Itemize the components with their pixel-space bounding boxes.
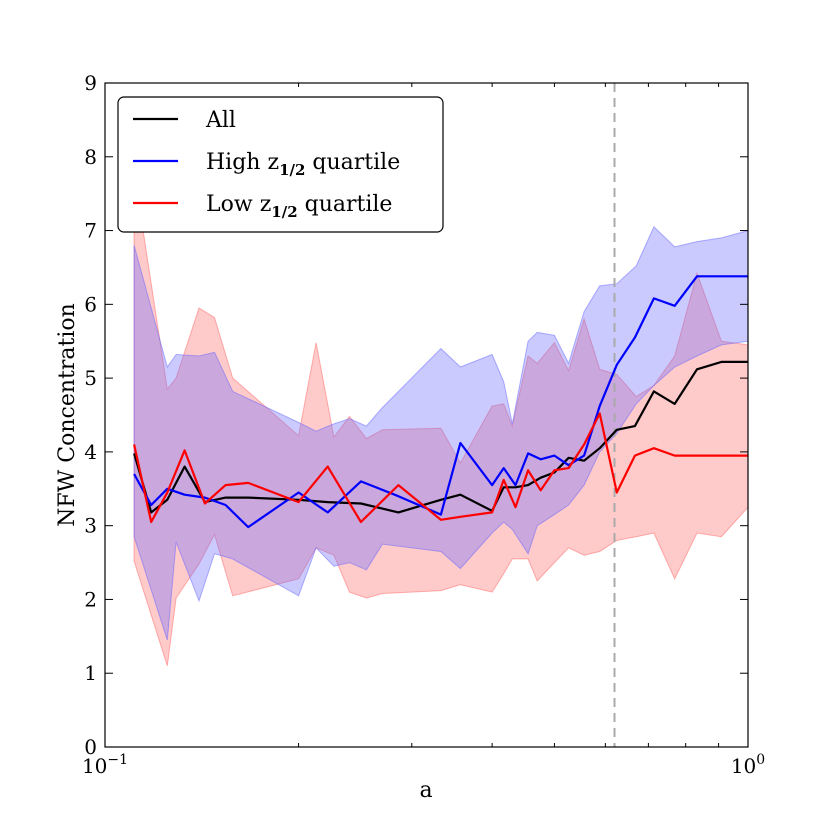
x-axis-title: a bbox=[419, 778, 432, 803]
y-tick-label: 9 bbox=[84, 71, 97, 95]
tick-labels: 0 1 2 3 4 5 6 7 8 9 10−1 100 bbox=[82, 71, 765, 778]
line-all bbox=[133, 360, 748, 514]
x-tick-label: 100 bbox=[731, 752, 765, 778]
y-tick-label: 6 bbox=[84, 292, 97, 316]
y-tick-label: 5 bbox=[84, 366, 97, 390]
legend: All High z1/2 quartile Low z1/2 quartile bbox=[117, 96, 444, 233]
y-tick-label: 7 bbox=[84, 219, 97, 243]
y-tick-label: 8 bbox=[84, 145, 97, 169]
y-tick-label: 3 bbox=[84, 514, 97, 538]
legend-label-all: All bbox=[205, 108, 236, 133]
y-tick-label: 1 bbox=[84, 661, 97, 685]
y-axis-title: NFW Concentration bbox=[55, 303, 80, 527]
x-tick-label: 10−1 bbox=[82, 752, 128, 778]
series-lines bbox=[133, 275, 748, 529]
line-low bbox=[133, 412, 748, 524]
y-tick-label: 0 bbox=[84, 735, 97, 759]
legend-label-low: Low z1/2 quartile bbox=[206, 192, 392, 221]
plot-frame bbox=[104, 82, 749, 748]
legend-box bbox=[117, 96, 444, 233]
legend-label-high: High z1/2 quartile bbox=[206, 150, 400, 179]
y-tick-label: 4 bbox=[84, 440, 97, 464]
line-high bbox=[133, 275, 748, 529]
y-tick-label: 2 bbox=[84, 587, 97, 611]
